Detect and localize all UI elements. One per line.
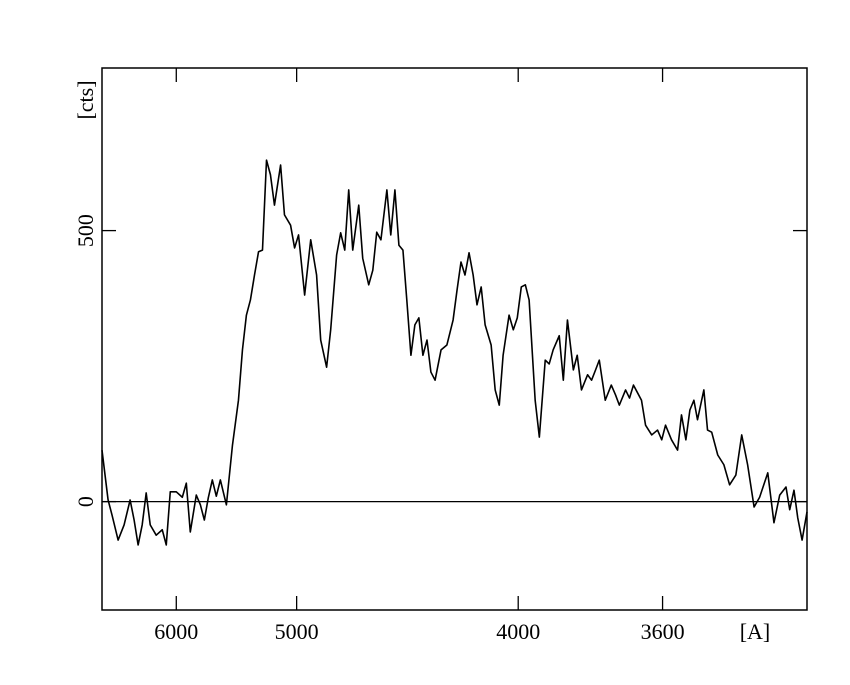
- x-tick-label: 4000: [496, 619, 540, 644]
- x-axis-label: [A]: [740, 619, 771, 644]
- x-tick-label: 3600: [641, 619, 685, 644]
- x-tick-label: 6000: [154, 619, 198, 644]
- y-tick-label: 0: [73, 496, 98, 507]
- plot-frame: [101, 67, 808, 611]
- y-tick-label: 500: [73, 214, 98, 247]
- spectrum-line: [101, 159, 808, 546]
- x-tick-label: 5000: [275, 619, 319, 644]
- y-axis-label: [cts]: [73, 80, 98, 119]
